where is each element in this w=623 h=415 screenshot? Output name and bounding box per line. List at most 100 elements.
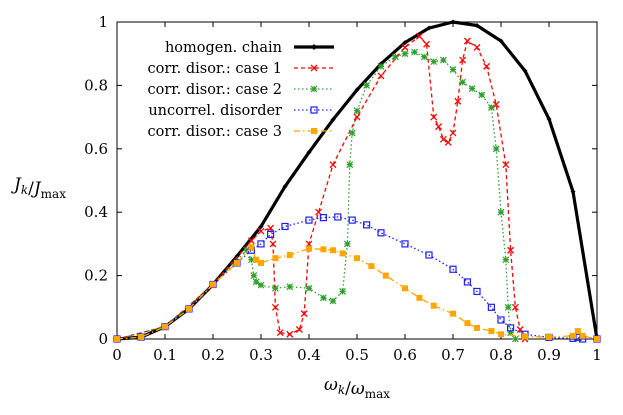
data-point (354, 87, 360, 93)
data-point (330, 247, 336, 254)
legend-label: uncorrel. disorder (148, 103, 282, 119)
y-tick-label: 0 (98, 330, 108, 348)
data-point (498, 331, 504, 338)
data-point (162, 323, 168, 330)
data-point (138, 334, 144, 341)
data-point (354, 255, 360, 262)
data-point (497, 316, 505, 324)
data-point (353, 107, 361, 115)
data-point (272, 255, 279, 262)
series-1 (113, 32, 529, 343)
data-point (426, 25, 432, 31)
data-point (478, 91, 486, 99)
data-point (401, 50, 409, 58)
data-point (271, 284, 279, 292)
data-point (425, 251, 433, 259)
data-point (488, 328, 495, 335)
data-point (311, 44, 317, 50)
y-tick-label: 0.8 (84, 76, 108, 94)
legend-label: corr. disor.: case 1 (148, 61, 283, 77)
y-tick-label: 0.4 (84, 203, 108, 221)
data-point (382, 272, 389, 279)
data-point (502, 256, 510, 264)
x-tick-label: 0.5 (345, 346, 369, 364)
data-point (402, 285, 408, 292)
data-point (329, 297, 337, 305)
y-tick-label: 0.2 (84, 267, 108, 285)
data-point (243, 246, 251, 254)
data-point (339, 250, 346, 257)
data-point (464, 320, 471, 327)
y-axis-ticks: 0 0.2 0.4 0.6 0.8 1 (84, 13, 597, 348)
data-point (310, 106, 318, 114)
data-point (319, 213, 327, 222)
data-point (507, 329, 515, 337)
data-point (492, 100, 500, 108)
data-point (492, 145, 500, 153)
data-point (363, 81, 371, 89)
data-point (430, 302, 437, 309)
legend-label: corr. disor.: case 3 (148, 124, 283, 140)
data-point (463, 37, 471, 45)
data-point (449, 66, 457, 73)
data-point (574, 328, 581, 335)
data-point (276, 329, 284, 337)
data-point (507, 246, 515, 254)
data-point (258, 259, 264, 266)
x-tick-label: 0 (112, 346, 122, 364)
y-tick-label: 0.6 (84, 140, 108, 158)
data-point (439, 135, 447, 143)
data-point (487, 303, 495, 311)
data-point (329, 161, 337, 169)
data-point (295, 326, 303, 333)
data-point (257, 281, 265, 289)
legend-label: corr. disor.: case 2 (148, 82, 283, 98)
data-point (579, 332, 586, 339)
x-tick-label: 0.8 (489, 346, 513, 364)
legend: homogen. chain corr. disor.: case 1 corr. … (148, 40, 334, 140)
data-point (258, 223, 264, 229)
y-axis-label: Jk/Jmax (11, 175, 66, 201)
data-point (267, 230, 275, 238)
data-point (463, 278, 471, 286)
data-point (348, 129, 356, 137)
data-point (319, 294, 327, 302)
data-point (368, 263, 375, 270)
data-point (282, 184, 288, 190)
data-point (449, 129, 457, 137)
data-point (310, 64, 318, 72)
data-point (450, 310, 456, 317)
data-point (570, 189, 576, 195)
data-point (210, 281, 216, 288)
series-line (116, 216, 597, 340)
data-point (346, 161, 354, 169)
x-tick-label: 1 (592, 346, 602, 364)
data-point (348, 216, 356, 224)
data-point (430, 58, 438, 66)
data-point (267, 224, 275, 232)
data-point (594, 336, 600, 342)
data-point (247, 256, 255, 264)
x-tick-label: 0.9 (537, 346, 561, 364)
data-point (257, 227, 265, 235)
data-point (454, 97, 462, 105)
data-point (498, 38, 504, 44)
x-tick-label: 0.6 (393, 346, 417, 364)
data-point (391, 53, 399, 61)
data-point (497, 208, 505, 216)
data-point (377, 62, 385, 70)
data-point (339, 288, 347, 295)
data-point (271, 303, 279, 311)
data-point (483, 62, 491, 70)
data-point (310, 85, 318, 93)
data-point (444, 139, 452, 146)
data-point (253, 256, 260, 263)
data-point (186, 305, 192, 312)
data-point (473, 287, 481, 296)
data-point (411, 48, 419, 56)
data-point (252, 278, 260, 286)
data-point (450, 19, 456, 25)
data-point (415, 32, 423, 40)
data-point (502, 161, 510, 169)
series-layer (113, 19, 601, 343)
